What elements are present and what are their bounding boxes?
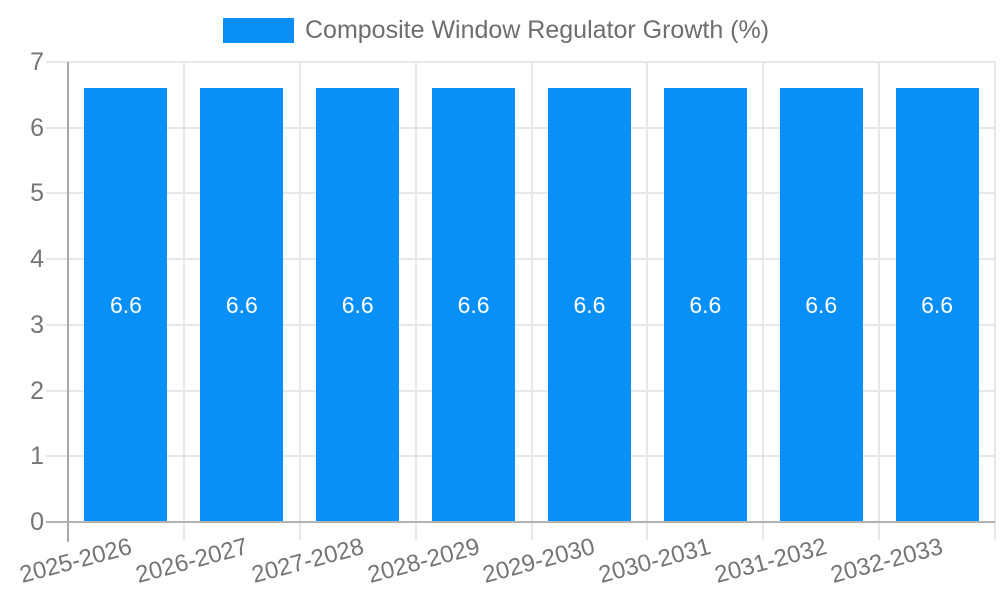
v-gridline bbox=[530, 62, 533, 522]
bar-value-label: 6.6 bbox=[225, 292, 258, 319]
bar bbox=[895, 88, 979, 522]
y-tick-label: 3 bbox=[30, 310, 44, 339]
h-gridline bbox=[46, 258, 995, 261]
v-gridline bbox=[298, 62, 301, 522]
bar-value-label: 6.6 bbox=[573, 292, 606, 319]
legend-color-swatch bbox=[223, 17, 294, 43]
y-tick-label: 7 bbox=[30, 48, 44, 76]
v-gridline bbox=[414, 62, 417, 522]
h-gridline bbox=[46, 126, 995, 129]
x-axis-tick bbox=[182, 522, 185, 540]
legend-label: Composite Window Regulator Growth (%) bbox=[305, 16, 770, 44]
bar-value-label: 6.6 bbox=[109, 292, 142, 319]
y-tick-label: 2 bbox=[30, 376, 44, 405]
x-axis-tick bbox=[994, 522, 996, 540]
y-tick-label: 6 bbox=[30, 113, 44, 142]
bar bbox=[84, 88, 168, 522]
x-axis-tick bbox=[298, 522, 301, 540]
h-gridline bbox=[46, 192, 995, 195]
v-gridline bbox=[878, 62, 881, 522]
x-axis-tick bbox=[646, 522, 649, 540]
bar bbox=[200, 88, 284, 522]
y-tick-label: 4 bbox=[30, 245, 44, 274]
v-gridline bbox=[182, 62, 185, 522]
v-gridline bbox=[646, 62, 649, 522]
bar-value-label: 6.6 bbox=[805, 292, 838, 319]
x-axis-line bbox=[46, 521, 995, 523]
y-tick-label: 0 bbox=[30, 508, 44, 536]
h-gridline bbox=[46, 389, 995, 392]
h-gridline bbox=[46, 455, 995, 458]
x-axis-tick bbox=[530, 522, 533, 540]
y-axis-line bbox=[67, 62, 69, 542]
v-gridline bbox=[762, 62, 765, 522]
v-gridline bbox=[994, 62, 996, 522]
y-tick-label: 1 bbox=[30, 442, 44, 471]
bar-value-label: 6.6 bbox=[921, 292, 954, 319]
bar bbox=[547, 88, 631, 522]
h-gridline bbox=[46, 323, 995, 326]
x-axis-tick bbox=[878, 522, 881, 540]
bar-value-label: 6.6 bbox=[341, 292, 374, 319]
x-axis-tick bbox=[762, 522, 765, 540]
bar bbox=[779, 88, 863, 522]
x-axis-tick bbox=[414, 522, 417, 540]
bar-value-label: 6.6 bbox=[457, 292, 490, 319]
bar bbox=[663, 88, 747, 522]
bar bbox=[316, 88, 400, 522]
chart-legend: Composite Window Regulator Growth (%) bbox=[223, 16, 769, 44]
h-gridline bbox=[46, 61, 995, 63]
bar-value-label: 6.6 bbox=[689, 292, 722, 319]
bar bbox=[432, 88, 516, 522]
y-tick-label: 5 bbox=[30, 179, 44, 208]
